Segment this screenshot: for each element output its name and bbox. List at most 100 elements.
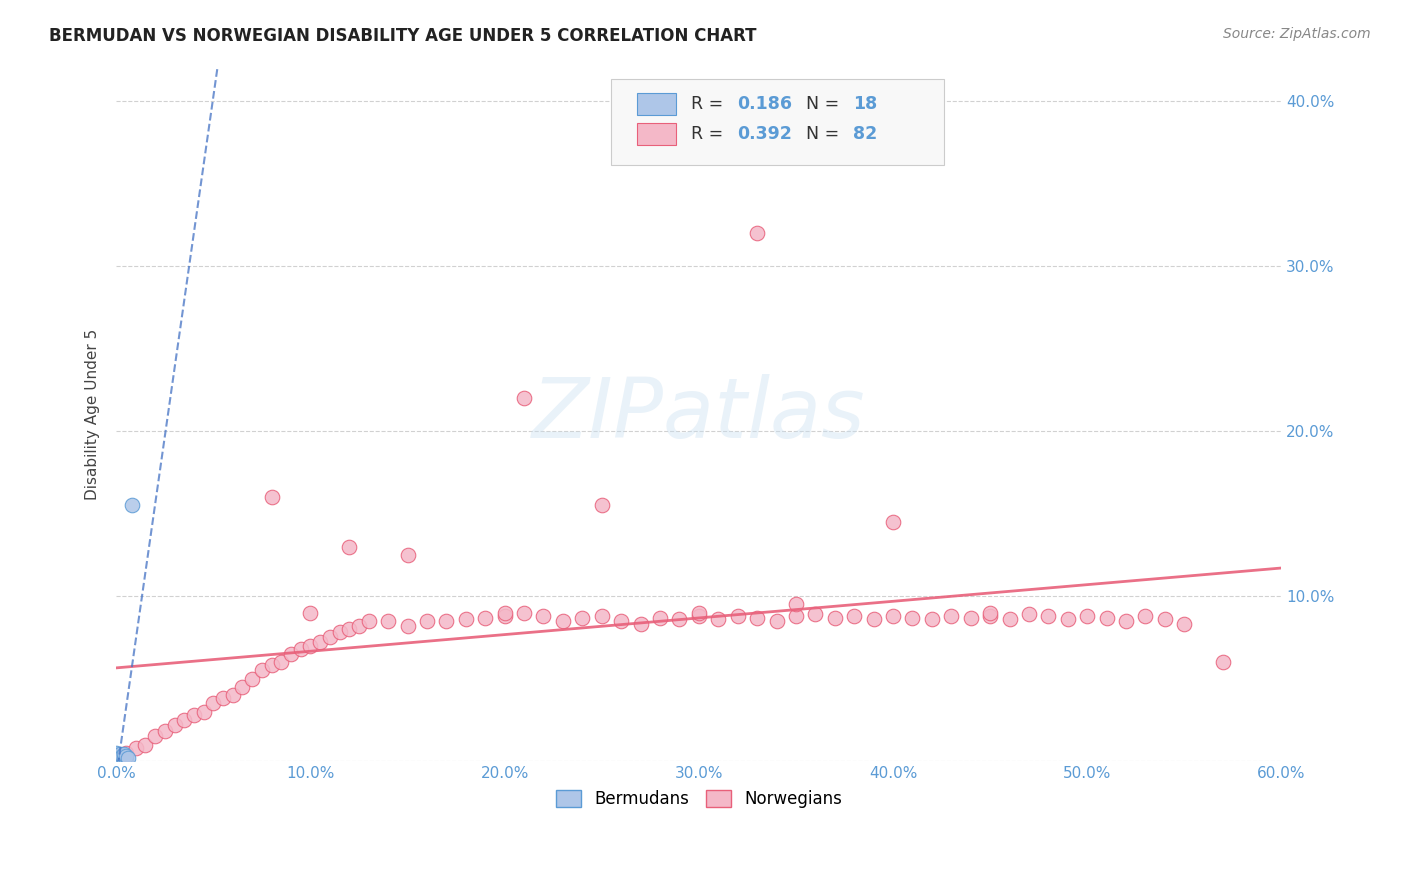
Point: [1095, 610, 1118, 624]
Point: [416, 614, 439, 628]
Point: [108, 751, 131, 765]
Point: [745, 227, 768, 241]
Point: [610, 614, 633, 628]
Point: [533, 609, 555, 624]
Text: N =: N =: [806, 95, 845, 113]
Point: [1135, 609, 1157, 624]
Point: [143, 729, 166, 743]
Point: [250, 664, 273, 678]
Point: [648, 610, 671, 624]
Point: [105, 746, 128, 760]
Point: [107, 752, 129, 766]
Point: [115, 749, 138, 764]
Point: [882, 609, 904, 624]
Point: [347, 619, 370, 633]
Point: [377, 614, 399, 628]
Point: [115, 752, 138, 766]
Point: [901, 610, 924, 624]
Point: [979, 609, 1001, 624]
Point: [280, 647, 302, 661]
Point: [299, 639, 322, 653]
Point: [979, 606, 1001, 620]
Point: [571, 610, 593, 624]
Point: [319, 631, 342, 645]
Point: [134, 738, 156, 752]
Point: [115, 746, 138, 760]
Point: [111, 749, 134, 764]
Point: [270, 655, 292, 669]
Point: [260, 658, 283, 673]
Text: R =: R =: [690, 125, 728, 144]
Point: [804, 607, 827, 622]
Point: [212, 691, 235, 706]
Point: [591, 499, 613, 513]
Point: [434, 614, 457, 628]
Point: [163, 718, 186, 732]
Point: [1115, 614, 1137, 628]
Point: [231, 680, 253, 694]
Point: [337, 540, 360, 554]
Text: 82: 82: [852, 125, 877, 144]
Text: 18: 18: [852, 95, 877, 113]
Text: N =: N =: [806, 125, 845, 144]
Point: [299, 606, 322, 620]
Point: [494, 606, 516, 620]
Text: 0.186: 0.186: [737, 95, 793, 113]
Y-axis label: Disability Age Under 5: Disability Age Under 5: [86, 329, 100, 500]
Point: [454, 612, 477, 626]
Point: [882, 515, 904, 529]
FancyBboxPatch shape: [637, 122, 675, 145]
Point: [998, 612, 1021, 626]
Text: BERMUDAN VS NORWEGIAN DISABILITY AGE UNDER 5 CORRELATION CHART: BERMUDAN VS NORWEGIAN DISABILITY AGE UND…: [49, 27, 756, 45]
Point: [959, 610, 981, 624]
Point: [260, 490, 283, 504]
Legend: Bermudans, Norwegians: Bermudans, Norwegians: [550, 783, 849, 815]
Point: [551, 614, 574, 628]
Point: [591, 609, 613, 624]
Point: [668, 612, 690, 626]
Point: [474, 610, 496, 624]
Point: [117, 751, 139, 765]
Point: [202, 697, 225, 711]
Point: [108, 747, 131, 762]
Point: [824, 610, 846, 624]
Point: [107, 749, 129, 764]
FancyBboxPatch shape: [612, 78, 943, 166]
Point: [688, 606, 710, 620]
Point: [290, 642, 312, 657]
Text: ZIPatlas: ZIPatlas: [531, 375, 866, 455]
Point: [309, 635, 332, 649]
Point: [1173, 617, 1195, 632]
Text: R =: R =: [690, 95, 728, 113]
Point: [844, 609, 866, 624]
Point: [765, 614, 787, 628]
Point: [337, 622, 360, 636]
Point: [727, 609, 749, 624]
Point: [1038, 609, 1060, 624]
Point: [105, 751, 128, 765]
Point: [630, 617, 652, 632]
Point: [357, 614, 380, 628]
Point: [1154, 612, 1177, 626]
Point: [1076, 609, 1098, 624]
Text: Source: ZipAtlas.com: Source: ZipAtlas.com: [1223, 27, 1371, 41]
Point: [193, 705, 215, 719]
Point: [1056, 612, 1078, 626]
Point: [112, 751, 135, 765]
Point: [707, 612, 730, 626]
Point: [105, 752, 128, 766]
Point: [105, 749, 128, 764]
Point: [121, 499, 143, 513]
Point: [513, 606, 536, 620]
Point: [941, 609, 963, 624]
Point: [513, 392, 536, 406]
Point: [396, 619, 419, 633]
Point: [222, 688, 245, 702]
Point: [688, 609, 710, 624]
Point: [396, 548, 419, 562]
Point: [785, 598, 807, 612]
Point: [112, 747, 135, 762]
Point: [183, 707, 205, 722]
Point: [105, 747, 128, 762]
Point: [105, 754, 128, 768]
